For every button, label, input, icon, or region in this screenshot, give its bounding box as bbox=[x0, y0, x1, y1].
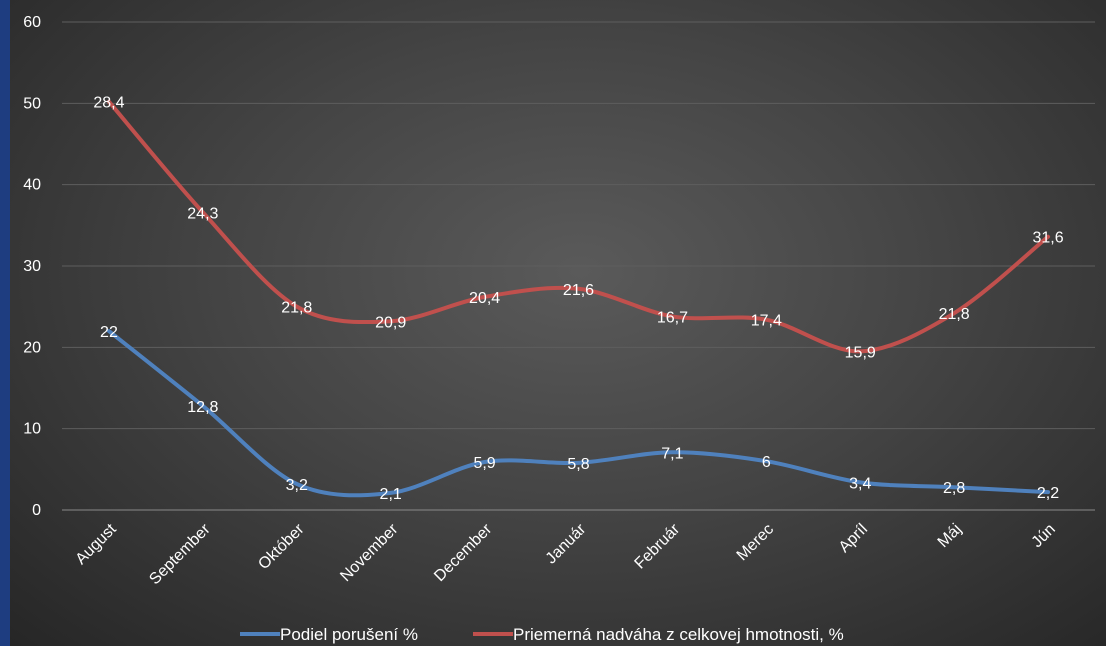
x-tick-label: September bbox=[146, 520, 214, 588]
y-tick-label: 10 bbox=[23, 421, 41, 438]
data-label: 3,4 bbox=[849, 475, 871, 492]
x-tick-label: Apríl bbox=[836, 521, 871, 556]
data-label: 28,4 bbox=[93, 95, 124, 112]
data-label: 17,4 bbox=[751, 313, 782, 330]
data-label: 12,8 bbox=[187, 399, 218, 416]
x-tick-label: Február bbox=[632, 520, 684, 572]
data-label: 21,8 bbox=[281, 300, 312, 317]
data-label: 5,8 bbox=[567, 456, 589, 473]
x-axis-ticks: August September Október November December Ja… bbox=[73, 520, 1059, 588]
data-label: 15,9 bbox=[845, 344, 876, 361]
x-tick-label: August bbox=[73, 520, 121, 568]
legend: Podiel porušení % Priemerná nadváha z cel… bbox=[240, 625, 844, 644]
data-label: 5,9 bbox=[473, 455, 495, 472]
data-label: 7,1 bbox=[661, 445, 683, 462]
data-label: 2,2 bbox=[1037, 485, 1059, 502]
y-tick-label: 50 bbox=[23, 95, 41, 112]
data-label: 24,3 bbox=[187, 205, 218, 222]
legend-label: Priemerná nadváha z celkovej hmotnosti, … bbox=[513, 625, 844, 644]
legend-label: Podiel porušení % bbox=[280, 625, 418, 644]
x-tick-label: December bbox=[431, 520, 496, 585]
data-label: 6 bbox=[762, 454, 771, 471]
data-label: 2,1 bbox=[380, 486, 402, 503]
slide-edge-strip bbox=[0, 0, 10, 646]
data-label: 3,2 bbox=[286, 477, 308, 494]
data-label: 21,8 bbox=[939, 306, 970, 323]
x-tick-label: Jún bbox=[1029, 521, 1059, 551]
data-label: 21,6 bbox=[563, 282, 594, 299]
x-tick-label: Október bbox=[255, 520, 308, 573]
y-tick-label: 20 bbox=[23, 339, 41, 356]
data-label: 16,7 bbox=[657, 309, 688, 326]
chart-area bbox=[10, 0, 1106, 646]
series-lines bbox=[106, 99, 1051, 498]
x-tick-label: Máj bbox=[935, 521, 965, 551]
data-label: 20,4 bbox=[469, 290, 500, 307]
data-label: 22 bbox=[100, 324, 118, 341]
x-tick-label: Merec bbox=[734, 521, 777, 564]
y-tick-label: 0 bbox=[32, 502, 41, 519]
y-tick-label: 60 bbox=[23, 14, 41, 31]
series-line bbox=[106, 99, 1051, 354]
y-tick-label: 30 bbox=[23, 258, 41, 275]
data-labels: 22 12,8 3,2 2,1 5,9 5,8 7,1 6 3,4 2,8 2,2 28,4 24,3 2… bbox=[93, 95, 1063, 503]
x-tick-label: Január bbox=[543, 520, 590, 567]
y-tick-label: 40 bbox=[23, 177, 41, 194]
data-label: 31,6 bbox=[1032, 230, 1063, 247]
x-tick-label: November bbox=[337, 520, 402, 585]
data-label: 20,9 bbox=[375, 314, 406, 331]
data-label: 2,8 bbox=[943, 480, 965, 497]
gridlines bbox=[62, 21, 1095, 511]
series-line bbox=[106, 329, 1051, 498]
y-axis-ticks: 0 10 20 30 40 50 60 bbox=[23, 14, 41, 519]
